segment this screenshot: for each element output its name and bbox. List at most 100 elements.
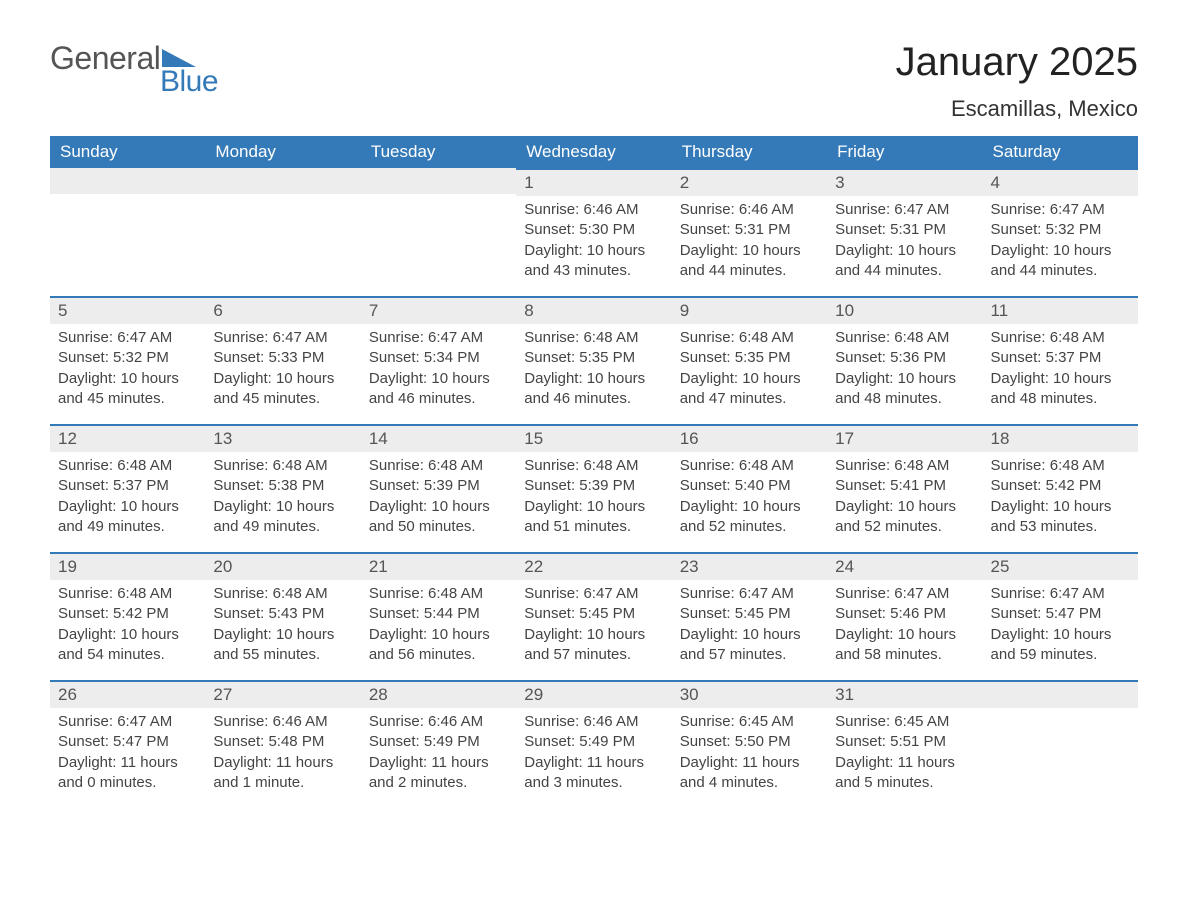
day-number: 23 bbox=[672, 552, 827, 580]
calendar-cell bbox=[205, 168, 360, 296]
calendar-cell: 16Sunrise: 6:48 AMSunset: 5:40 PMDayligh… bbox=[672, 424, 827, 552]
daylight-text: Daylight: 11 hours and 5 minutes. bbox=[835, 753, 974, 794]
day-details: Sunrise: 6:46 AMSunset: 5:31 PMDaylight:… bbox=[672, 196, 827, 287]
sunrise-text: Sunrise: 6:48 AM bbox=[369, 456, 508, 476]
daylight-text: Daylight: 10 hours and 45 minutes. bbox=[58, 369, 197, 410]
calendar-cell: 6Sunrise: 6:47 AMSunset: 5:33 PMDaylight… bbox=[205, 296, 360, 424]
calendar-cell: 20Sunrise: 6:48 AMSunset: 5:43 PMDayligh… bbox=[205, 552, 360, 680]
calendar-cell: 15Sunrise: 6:48 AMSunset: 5:39 PMDayligh… bbox=[516, 424, 671, 552]
sunset-text: Sunset: 5:48 PM bbox=[213, 732, 352, 752]
day-number: 14 bbox=[361, 424, 516, 452]
sunset-text: Sunset: 5:31 PM bbox=[835, 220, 974, 240]
day-number: 22 bbox=[516, 552, 671, 580]
day-details: Sunrise: 6:48 AMSunset: 5:38 PMDaylight:… bbox=[205, 452, 360, 543]
sunset-text: Sunset: 5:36 PM bbox=[835, 348, 974, 368]
daylight-text: Daylight: 10 hours and 52 minutes. bbox=[680, 497, 819, 538]
day-number: 2 bbox=[672, 168, 827, 196]
calendar-table: Sunday Monday Tuesday Wednesday Thursday… bbox=[50, 136, 1138, 808]
day-number: 7 bbox=[361, 296, 516, 324]
sunrise-text: Sunrise: 6:48 AM bbox=[991, 328, 1130, 348]
calendar-cell: 28Sunrise: 6:46 AMSunset: 5:49 PMDayligh… bbox=[361, 680, 516, 808]
sunset-text: Sunset: 5:37 PM bbox=[991, 348, 1130, 368]
sunset-text: Sunset: 5:35 PM bbox=[524, 348, 663, 368]
sunrise-text: Sunrise: 6:48 AM bbox=[524, 456, 663, 476]
day-number: 19 bbox=[50, 552, 205, 580]
sunset-text: Sunset: 5:41 PM bbox=[835, 476, 974, 496]
daylight-text: Daylight: 10 hours and 49 minutes. bbox=[213, 497, 352, 538]
day-details: Sunrise: 6:47 AMSunset: 5:45 PMDaylight:… bbox=[672, 580, 827, 671]
sunrise-text: Sunrise: 6:46 AM bbox=[213, 712, 352, 732]
day-details: Sunrise: 6:47 AMSunset: 5:47 PMDaylight:… bbox=[983, 580, 1138, 671]
sunset-text: Sunset: 5:37 PM bbox=[58, 476, 197, 496]
calendar-cell: 1Sunrise: 6:46 AMSunset: 5:30 PMDaylight… bbox=[516, 168, 671, 296]
sunrise-text: Sunrise: 6:45 AM bbox=[835, 712, 974, 732]
daylight-text: Daylight: 10 hours and 52 minutes. bbox=[835, 497, 974, 538]
day-details: Sunrise: 6:46 AMSunset: 5:30 PMDaylight:… bbox=[516, 196, 671, 287]
sunrise-text: Sunrise: 6:47 AM bbox=[369, 328, 508, 348]
day-number: 27 bbox=[205, 680, 360, 708]
day-number: 1 bbox=[516, 168, 671, 196]
month-title: January 2025 bbox=[896, 40, 1138, 84]
day-number bbox=[205, 168, 360, 194]
sunrise-text: Sunrise: 6:46 AM bbox=[680, 200, 819, 220]
day-details: Sunrise: 6:48 AMSunset: 5:36 PMDaylight:… bbox=[827, 324, 982, 415]
day-details: Sunrise: 6:48 AMSunset: 5:43 PMDaylight:… bbox=[205, 580, 360, 671]
daylight-text: Daylight: 10 hours and 53 minutes. bbox=[991, 497, 1130, 538]
daylight-text: Daylight: 11 hours and 2 minutes. bbox=[369, 753, 508, 794]
daylight-text: Daylight: 10 hours and 46 minutes. bbox=[524, 369, 663, 410]
sunset-text: Sunset: 5:49 PM bbox=[369, 732, 508, 752]
calendar-cell: 27Sunrise: 6:46 AMSunset: 5:48 PMDayligh… bbox=[205, 680, 360, 808]
sunrise-text: Sunrise: 6:47 AM bbox=[991, 200, 1130, 220]
day-number bbox=[361, 168, 516, 194]
day-details: Sunrise: 6:46 AMSunset: 5:49 PMDaylight:… bbox=[516, 708, 671, 799]
day-details: Sunrise: 6:48 AMSunset: 5:41 PMDaylight:… bbox=[827, 452, 982, 543]
daylight-text: Daylight: 10 hours and 44 minutes. bbox=[835, 241, 974, 282]
sunrise-text: Sunrise: 6:47 AM bbox=[524, 584, 663, 604]
sunset-text: Sunset: 5:51 PM bbox=[835, 732, 974, 752]
day-details: Sunrise: 6:46 AMSunset: 5:49 PMDaylight:… bbox=[361, 708, 516, 799]
calendar-cell: 19Sunrise: 6:48 AMSunset: 5:42 PMDayligh… bbox=[50, 552, 205, 680]
sunrise-text: Sunrise: 6:48 AM bbox=[835, 328, 974, 348]
sunset-text: Sunset: 5:39 PM bbox=[369, 476, 508, 496]
day-number: 15 bbox=[516, 424, 671, 452]
day-number: 6 bbox=[205, 296, 360, 324]
day-number: 20 bbox=[205, 552, 360, 580]
day-number: 29 bbox=[516, 680, 671, 708]
calendar-cell: 12Sunrise: 6:48 AMSunset: 5:37 PMDayligh… bbox=[50, 424, 205, 552]
sunrise-text: Sunrise: 6:45 AM bbox=[680, 712, 819, 732]
location-label: Escamillas, Mexico bbox=[896, 96, 1138, 122]
sunrise-text: Sunrise: 6:47 AM bbox=[58, 328, 197, 348]
day-details: Sunrise: 6:45 AMSunset: 5:50 PMDaylight:… bbox=[672, 708, 827, 799]
day-details: Sunrise: 6:48 AMSunset: 5:40 PMDaylight:… bbox=[672, 452, 827, 543]
day-details: Sunrise: 6:48 AMSunset: 5:37 PMDaylight:… bbox=[50, 452, 205, 543]
calendar-cell: 22Sunrise: 6:47 AMSunset: 5:45 PMDayligh… bbox=[516, 552, 671, 680]
day-number: 4 bbox=[983, 168, 1138, 196]
sunrise-text: Sunrise: 6:48 AM bbox=[680, 328, 819, 348]
sunset-text: Sunset: 5:45 PM bbox=[680, 604, 819, 624]
col-header-sat: Saturday bbox=[983, 136, 1138, 168]
daylight-text: Daylight: 10 hours and 46 minutes. bbox=[369, 369, 508, 410]
sunrise-text: Sunrise: 6:46 AM bbox=[524, 200, 663, 220]
logo-word-blue: Blue bbox=[160, 65, 218, 99]
daylight-text: Daylight: 11 hours and 0 minutes. bbox=[58, 753, 197, 794]
calendar-cell: 2Sunrise: 6:46 AMSunset: 5:31 PMDaylight… bbox=[672, 168, 827, 296]
day-number: 28 bbox=[361, 680, 516, 708]
daylight-text: Daylight: 10 hours and 45 minutes. bbox=[213, 369, 352, 410]
sunrise-text: Sunrise: 6:48 AM bbox=[213, 584, 352, 604]
col-header-thu: Thursday bbox=[672, 136, 827, 168]
sunset-text: Sunset: 5:33 PM bbox=[213, 348, 352, 368]
day-details: Sunrise: 6:47 AMSunset: 5:33 PMDaylight:… bbox=[205, 324, 360, 415]
header-row: General Blue January 2025 Escamillas, Me… bbox=[50, 40, 1138, 132]
calendar-cell: 24Sunrise: 6:47 AMSunset: 5:46 PMDayligh… bbox=[827, 552, 982, 680]
sunset-text: Sunset: 5:40 PM bbox=[680, 476, 819, 496]
sunset-text: Sunset: 5:34 PM bbox=[369, 348, 508, 368]
sunrise-text: Sunrise: 6:48 AM bbox=[58, 584, 197, 604]
col-header-fri: Friday bbox=[827, 136, 982, 168]
day-details: Sunrise: 6:47 AMSunset: 5:32 PMDaylight:… bbox=[50, 324, 205, 415]
calendar-week-row: 1Sunrise: 6:46 AMSunset: 5:30 PMDaylight… bbox=[50, 168, 1138, 296]
sunrise-text: Sunrise: 6:48 AM bbox=[680, 456, 819, 476]
sunrise-text: Sunrise: 6:48 AM bbox=[369, 584, 508, 604]
day-details: Sunrise: 6:47 AMSunset: 5:31 PMDaylight:… bbox=[827, 196, 982, 287]
sunrise-text: Sunrise: 6:48 AM bbox=[58, 456, 197, 476]
sunrise-text: Sunrise: 6:46 AM bbox=[369, 712, 508, 732]
